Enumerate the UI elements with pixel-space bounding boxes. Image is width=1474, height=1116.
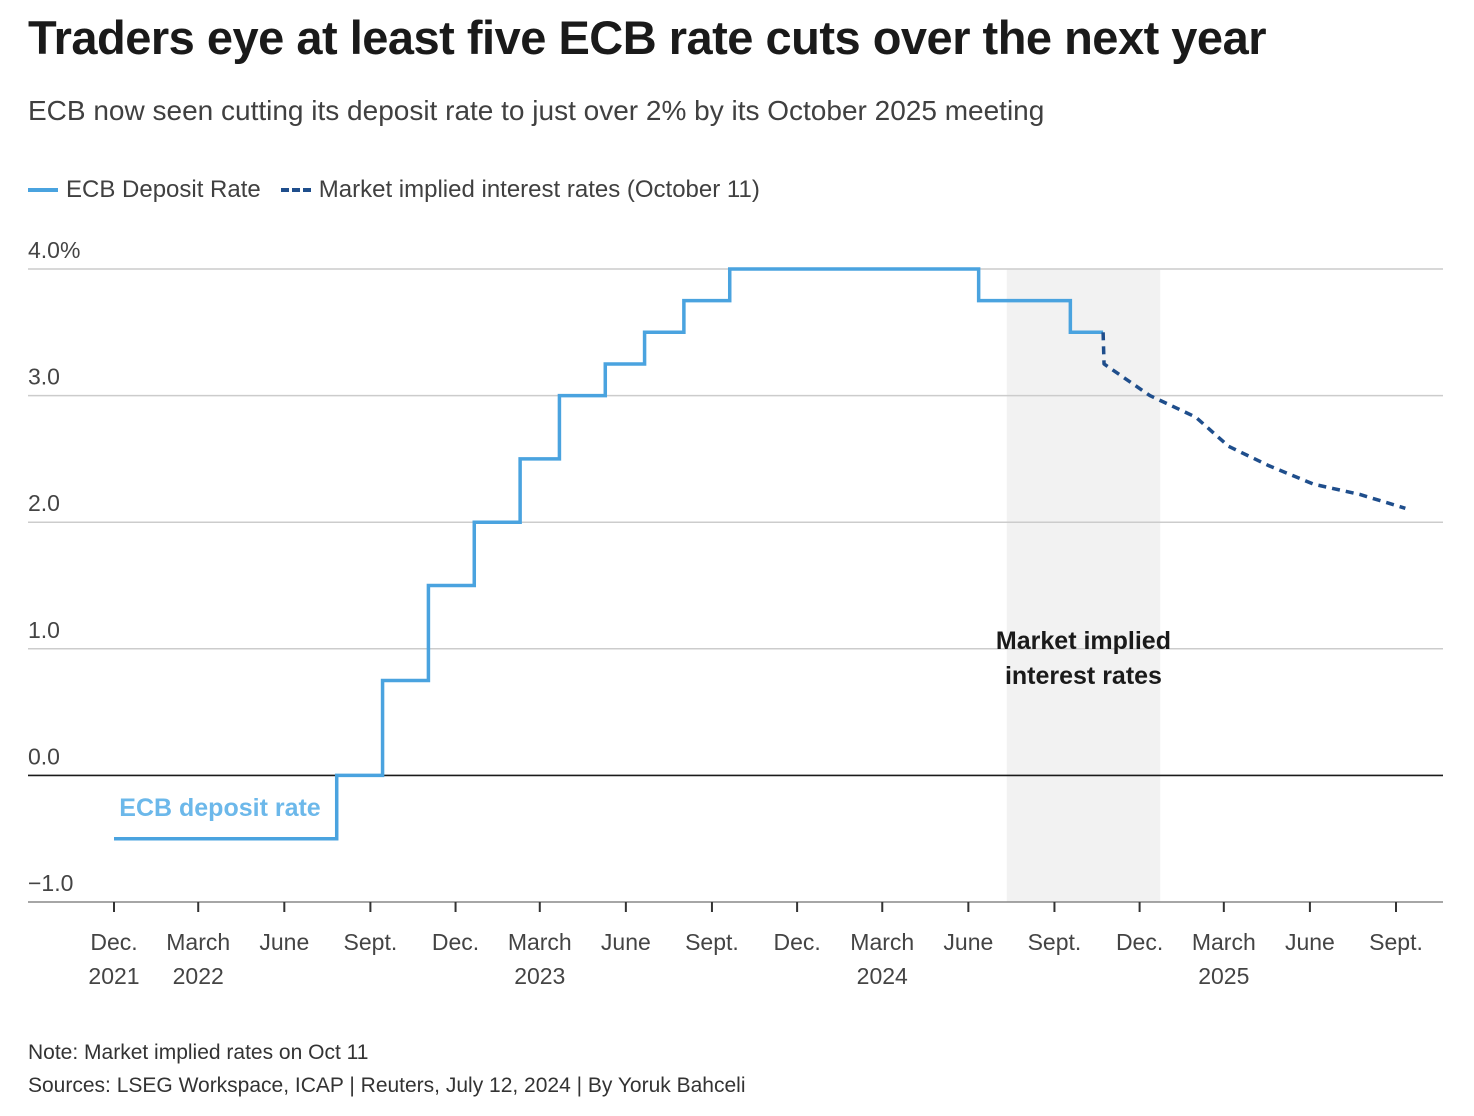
legend-item-deposit: ECB Deposit Rate [28,176,261,204]
x-tick-year-label: 2021 [88,963,139,989]
note-text: Note: Market implied rates on Oct 11 [28,1041,369,1064]
x-tick-label: Sept. [685,929,739,955]
x-tick-label: Sept. [344,929,398,955]
x-tick-label: June [1285,929,1335,955]
x-tick-year-label: 2025 [1198,963,1249,989]
chart-subtitle: ECB now seen cutting its deposit rate to… [28,95,1045,126]
x-tick-label: June [259,929,309,955]
x-tick-label: March [166,929,230,955]
deposit-rate-line [114,267,1104,841]
y-tick-label: 3.0 [28,364,60,390]
shaded-region-label: Market implied [996,627,1171,655]
shaded-region-label: interest rates [1005,662,1162,690]
legend-swatch-implied [280,188,311,192]
y-tick-label: 0.0 [28,743,60,769]
x-tick-label: March [508,929,572,955]
legend-item-implied: Market implied interest rates (October 1… [280,176,760,204]
legend-label-implied: Market implied interest rates (October 1… [318,176,760,203]
rate-chart: 4.0% 3.0 2.0 1.0 0.0 −1.0 Dec. 2021 March 2022 Jun… [28,237,1443,989]
x-tick-year-label: 2024 [857,963,908,989]
chart-notes: Note: Market implied rates on Oct 11 Sou… [28,1036,746,1102]
y-tick-label: 1.0 [28,617,60,643]
sources-text: Sources: LSEG Workspace, ICAP | Reuters,… [28,1074,746,1097]
x-tick-label: Sept. [1369,929,1423,955]
x-tick-label: Dec. [773,929,820,955]
x-tick-label: March [1192,929,1256,955]
x-tick-year-label: 2022 [173,963,224,989]
deposit-rate-inline-label: ECB deposit rate [119,794,321,822]
x-tick-label: Dec. [432,929,479,955]
x-tick-label: June [601,929,651,955]
x-tick-label: June [943,929,993,955]
x-tick-year-label: 2023 [514,963,565,989]
y-tick-label: 2.0 [28,490,60,516]
chart-title: Traders eye at least five ECB rate cuts … [28,11,1267,64]
x-tick-label: Dec. [1116,929,1163,955]
y-tick-label: −1.0 [28,870,73,896]
legend-label-deposit: ECB Deposit Rate [66,176,261,203]
x-tick-label: Dec. [90,929,137,955]
shaded-region [1006,269,1161,902]
chart-legend: ECB Deposit Rate Market implied interest… [28,176,780,204]
y-tick-label: 4.0% [28,237,80,263]
x-tick-label: Sept. [1028,929,1082,955]
x-tick-label: March [850,929,914,955]
legend-swatch-deposit [28,188,58,192]
